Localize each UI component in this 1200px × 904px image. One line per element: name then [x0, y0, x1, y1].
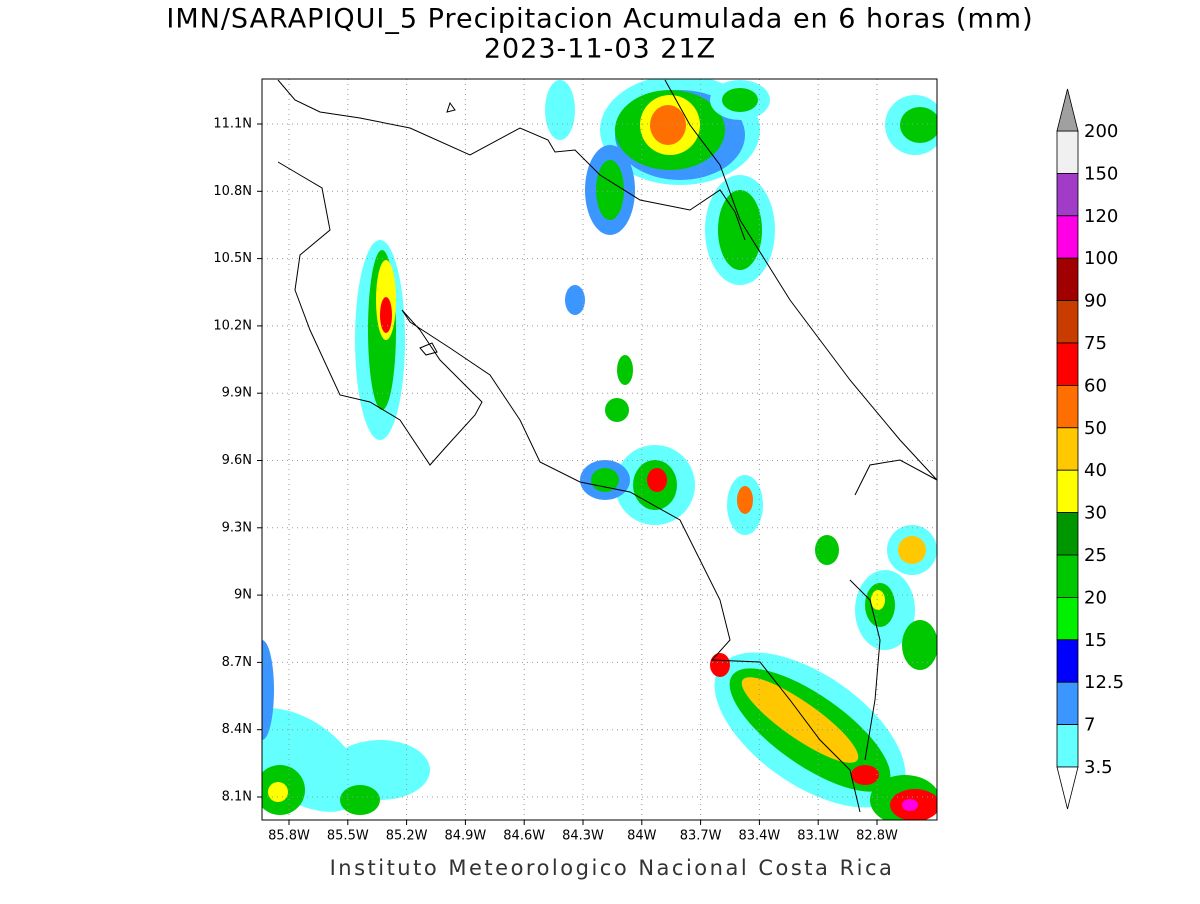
lon-tick-label: 82.8W	[856, 829, 898, 844]
colorbar-segment	[1056, 469, 1079, 514]
colorbar-label: 50	[1084, 418, 1107, 439]
lon-tick-label: 84W	[627, 829, 657, 844]
colorbar-segment	[1056, 257, 1079, 302]
precipitation-field	[262, 79, 937, 820]
lat-tick-label: 9.3N	[222, 520, 252, 535]
colorbar-label: 120	[1084, 206, 1118, 227]
colorbar-under	[1056, 766, 1079, 810]
lat-tick-label: 11.1N	[213, 117, 252, 132]
colorbar-label: 20	[1084, 587, 1107, 608]
colorbar-label: 40	[1084, 460, 1107, 481]
lat-tick-label: 8.4N	[222, 722, 252, 737]
colorbar-over	[1056, 88, 1079, 132]
lat-tick-label: 8.1N	[222, 790, 252, 805]
colorbar-segment	[1056, 681, 1079, 726]
colorbar-label: 75	[1084, 333, 1107, 354]
colorbar-label: 25	[1084, 545, 1107, 566]
colorbar-label: 200	[1084, 121, 1118, 142]
colorbar-segment	[1056, 427, 1079, 471]
lon-tick-label: 85.8W	[268, 829, 310, 844]
colorbar-label: 30	[1084, 503, 1107, 524]
colorbar-segment	[1056, 215, 1079, 259]
lon-tick-label: 83.4W	[738, 829, 780, 844]
lon-tick-label: 85.2W	[386, 829, 428, 844]
colorbar-segment	[1056, 554, 1079, 598]
coastline	[277, 79, 937, 813]
lat-tick-label: 10.8N	[213, 184, 252, 199]
lat-tick-label: 10.5N	[213, 251, 252, 266]
colorbar-segment	[1056, 342, 1079, 386]
subtitle: 2023-11-03 21Z	[484, 34, 716, 65]
lon-tick-label: 84.6W	[503, 829, 545, 844]
lat-tick-label: 9.6N	[222, 453, 252, 468]
colorbar-segment	[1056, 724, 1079, 768]
colorbar-segment	[1056, 300, 1079, 344]
colorbar-label: 15	[1084, 630, 1107, 651]
colorbar: 200 150 120 100 90 75 60 50 40 30 25 20 15 12.5 7 3.5	[1056, 88, 1124, 810]
map-frame	[261, 78, 938, 821]
colorbar-label: 60	[1084, 375, 1107, 396]
colorbar-label: 7	[1084, 715, 1095, 736]
lake	[419, 101, 456, 356]
colorbar-segment	[1056, 130, 1079, 174]
colorbar-segment	[1056, 172, 1079, 217]
colorbar-label: 12.5	[1084, 672, 1124, 693]
lon-tick-label: 84.3W	[562, 829, 604, 844]
colorbar-segment	[1056, 639, 1079, 683]
lon-tick-label: 84.9W	[444, 829, 486, 844]
lat-tick-label: 8.7N	[222, 655, 252, 670]
colorbar-label: 150	[1084, 163, 1118, 184]
title: IMN/SARAPIQUI_5 Precipitacion Acumulada …	[166, 4, 1033, 35]
lat-tick-label: 9N	[234, 588, 252, 603]
colorbar-label: 3.5	[1084, 757, 1113, 778]
footer: Instituto Meteorologico Nacional Costa R…	[330, 856, 895, 880]
lat-tick-label: 9.9N	[222, 386, 252, 401]
lon-tick-label: 83.1W	[797, 829, 839, 844]
lat-tick-label: 10.2N	[213, 318, 252, 333]
colorbar-segment	[1056, 384, 1079, 429]
colorbar-segment	[1056, 512, 1079, 556]
lon-tick-label: 85.5W	[327, 829, 369, 844]
colorbar-segment	[1056, 597, 1079, 641]
colorbar-label: 90	[1084, 291, 1107, 312]
colorbar-label: 100	[1084, 248, 1118, 269]
lon-tick-label: 83.7W	[680, 829, 722, 844]
graticule: 11.1N 10.8N 10.5N 10.2N 9.9N 9.6N 9.3N 9N 8.7N 8.…	[213, 79, 937, 844]
